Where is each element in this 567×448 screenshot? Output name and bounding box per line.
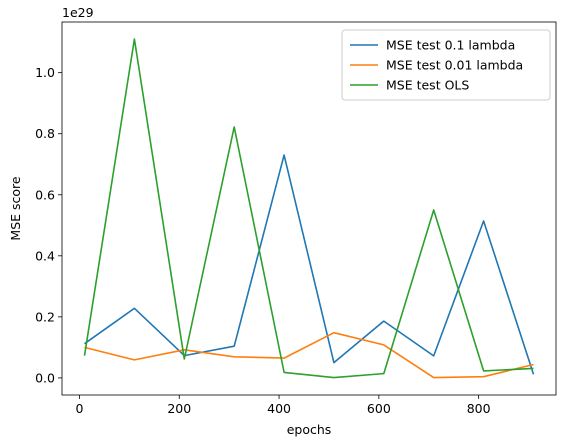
- series-line-1: [84, 154, 535, 375]
- y-tick-label: 0.8: [35, 126, 55, 141]
- x-tick-label: 400: [267, 401, 291, 416]
- legend-box: [341, 29, 551, 101]
- x-tick-label: 0: [75, 401, 83, 416]
- y-tick-label: 0.2: [35, 309, 55, 324]
- y-tick-label: 0.4: [35, 248, 55, 263]
- plot-frame: [61, 21, 557, 396]
- y-tick-label: 0.6: [35, 187, 55, 202]
- y-axis-offset-label: 1e29: [62, 5, 94, 20]
- legend-label-1: MSE test 0.1 lambda: [386, 38, 515, 53]
- y-tick-label: 1.0: [35, 65, 55, 80]
- x-tick-label: 800: [467, 401, 491, 416]
- x-axis-label: epochs: [287, 422, 332, 437]
- x-tick-label: 600: [367, 401, 391, 416]
- legend: MSE test 0.1 lambda MSE test 0.01 lambda M…: [341, 29, 551, 101]
- y-tick-label: 0.0: [35, 370, 55, 385]
- x-tick-label: 200: [167, 401, 191, 416]
- series-line-2: [84, 331, 534, 379]
- legend-label-3: MSE test OLS: [386, 78, 469, 93]
- series-line-3: [83, 38, 534, 379]
- y-axis-label: MSE score: [8, 176, 23, 240]
- y-axis-ticks: 0.0 0.2 0.4 0.6 0.8 1.0: [35, 65, 62, 385]
- x-axis-ticks: 0 200 400 600 800: [75, 395, 491, 416]
- legend-label-2: MSE test 0.01 lambda: [386, 58, 523, 73]
- series-lines: [83, 38, 535, 379]
